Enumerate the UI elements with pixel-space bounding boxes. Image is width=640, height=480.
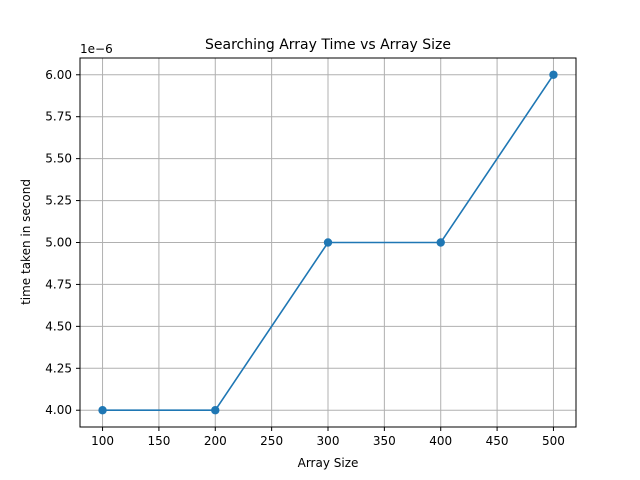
x-axis-label: Array Size bbox=[298, 456, 359, 470]
x-tick-label: 400 bbox=[429, 434, 452, 448]
x-tick-label: 100 bbox=[91, 434, 114, 448]
y-tick-label: 5.75 bbox=[45, 110, 72, 124]
x-tick-label: 450 bbox=[486, 434, 509, 448]
x-tick-label: 350 bbox=[373, 434, 396, 448]
y-axis-ticks: 4.00 4.25 4.50 4.75 5.00 5.25 5.50 5.75 6.00 bbox=[45, 68, 80, 417]
y-axis-label: time taken in second bbox=[19, 179, 33, 305]
data-point bbox=[549, 70, 558, 79]
data-series bbox=[98, 70, 558, 415]
x-tick-label: 500 bbox=[542, 434, 565, 448]
data-point bbox=[98, 406, 107, 415]
plot-frame bbox=[79, 57, 577, 428]
y-tick-label: 4.25 bbox=[45, 361, 72, 375]
x-tick-label: 300 bbox=[317, 434, 340, 448]
x-tick-label: 150 bbox=[147, 434, 170, 448]
y-tick-label: 4.75 bbox=[45, 277, 72, 291]
y-tick-label: 6.00 bbox=[45, 68, 72, 82]
y-offset-label: 1e−6 bbox=[80, 42, 113, 56]
data-point bbox=[436, 238, 445, 247]
y-tick-label: 5.00 bbox=[45, 236, 72, 250]
chart-title: Searching Array Time vs Array Size bbox=[205, 37, 451, 53]
y-tick-label: 5.50 bbox=[45, 152, 72, 166]
y-tick-label: 5.25 bbox=[45, 194, 72, 208]
y-tick-label: 4.00 bbox=[45, 403, 72, 417]
x-tick-label: 200 bbox=[204, 434, 227, 448]
data-point bbox=[323, 238, 333, 247]
data-point bbox=[211, 406, 220, 415]
y-tick-label: 4.50 bbox=[45, 319, 72, 333]
x-tick-label: 250 bbox=[260, 434, 283, 448]
x-axis-ticks: 100 150 200 250 300 350 400 450 500 bbox=[91, 427, 565, 448]
